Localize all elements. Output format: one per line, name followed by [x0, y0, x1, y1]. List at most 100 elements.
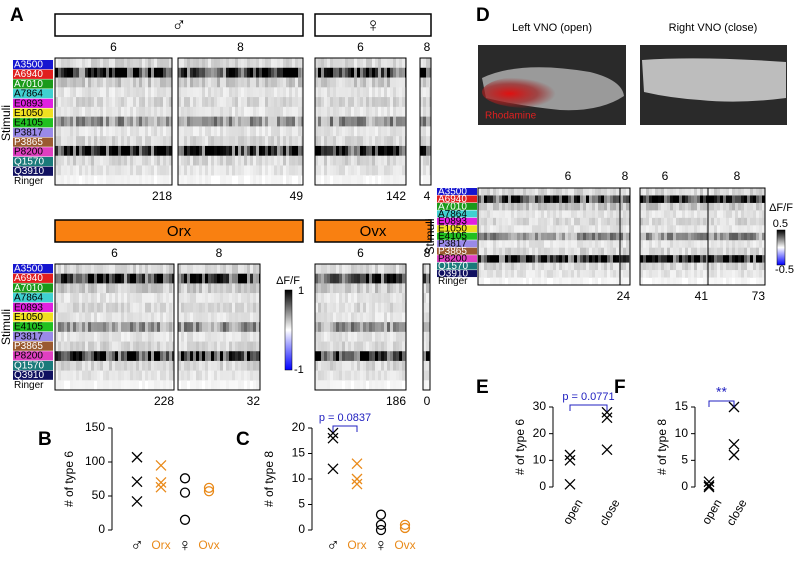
heatmap-cell: [283, 77, 286, 88]
heatmap-cell: [58, 264, 61, 274]
heatmap-cell: [277, 145, 280, 156]
heatmap-cell: [339, 97, 342, 108]
heatmap-cell: [616, 202, 619, 211]
heatmap-cell: [211, 360, 214, 371]
heatmap-cell: [667, 202, 670, 211]
heatmap-cell: [336, 155, 339, 166]
heatmap-cell: [345, 67, 348, 78]
heatmap-cell: [103, 331, 106, 342]
heatmap-cell: [357, 283, 360, 294]
heatmap-cell: [148, 155, 151, 166]
heatmap-cell: [372, 360, 375, 371]
heatmap-cell: [481, 270, 484, 278]
heatmap-cell: [586, 195, 589, 204]
heatmap-cell: [223, 302, 226, 313]
heatmap-cell: [151, 293, 154, 304]
heatmap-cell: [670, 195, 673, 204]
heatmap-cell: [250, 312, 253, 323]
heatmap-cell: [85, 302, 88, 313]
heatmap-cell: [354, 331, 357, 342]
heatmap-cell: [324, 312, 327, 323]
stimulus-label: E0893: [14, 302, 43, 313]
heatmap-cell: [324, 106, 327, 117]
heatmap-cell: [354, 351, 357, 362]
stimulus-swatch: [437, 210, 477, 218]
heatmap-cell: [381, 312, 384, 323]
heatmap-cell: [262, 87, 265, 98]
heatmap-cell: [336, 116, 339, 127]
heatmap-cell: [366, 293, 369, 304]
heatmap-cell: [256, 293, 259, 304]
heatmap-cell: [208, 273, 211, 284]
heatmap: [420, 58, 431, 186]
heatmap-cell: [381, 67, 384, 78]
heatmap-cell: [387, 155, 390, 166]
heatmap-cell: [160, 58, 163, 69]
heatmap-cell: [318, 312, 321, 323]
marker-x: [703, 476, 715, 488]
heatmap-cell: [396, 145, 399, 156]
heatmap-cell: [193, 293, 196, 304]
heatmap-cell: [181, 370, 184, 381]
heatmap-cell: [91, 126, 94, 137]
heatmap-cell: [70, 145, 73, 156]
heatmap-cell: [661, 210, 664, 219]
heatmap-cell: [762, 255, 765, 263]
heatmap-cell: [82, 283, 85, 294]
heatmap-cell: [741, 247, 744, 256]
heatmap-cell: [256, 58, 259, 69]
heatmap-cell: [580, 202, 583, 211]
heatmap-cell: [732, 210, 735, 219]
heatmap-cell: [487, 188, 490, 196]
heatmap-cell: [396, 264, 399, 274]
heatmap-cell: [100, 58, 103, 69]
heatmap-cell: [196, 126, 199, 137]
heatmap-cell: [172, 302, 174, 313]
heatmap-cell: [747, 262, 750, 271]
heatmap-cell: [169, 302, 172, 313]
heatmap-cell: [390, 370, 393, 381]
heatmap-cell: [553, 255, 556, 263]
heatmap-cell: [750, 240, 753, 248]
heatmap-cell: [289, 116, 292, 127]
heatmap-cell: [61, 360, 64, 371]
heatmap-cell: [691, 262, 694, 271]
heatmap-cell: [250, 145, 253, 156]
heatmap-cell: [339, 312, 342, 323]
heatmap-cell: [342, 165, 345, 176]
heatmap-cell: [67, 116, 70, 127]
heatmap-cell: [136, 165, 139, 176]
heatmap-cell: [741, 202, 744, 211]
heatmap-cell: [673, 240, 676, 248]
heatmap-cell: [226, 126, 229, 137]
heatmap-cell: [744, 277, 747, 286]
heatmap-cell: [250, 87, 253, 98]
heatmap-cell: [559, 255, 562, 263]
heatmap-cell: [351, 360, 354, 371]
heatmap-cell: [208, 106, 211, 117]
heatmap-cell: [184, 273, 187, 284]
heatmap-cell: [348, 97, 351, 108]
heatmap-cell: [580, 262, 583, 271]
heatmap-cell: [76, 126, 79, 137]
type-label: 6: [111, 246, 118, 260]
heatmap-cell: [402, 97, 405, 108]
heatmap-cell: [82, 87, 85, 98]
colorbar-label: ΔF/F: [769, 202, 793, 214]
heatmap-cell: [124, 293, 127, 304]
heatmap-cell: [399, 106, 402, 117]
heatmap-cell: [70, 155, 73, 166]
heatmap-cell: [301, 126, 303, 137]
heatmap-cell: [493, 188, 496, 196]
marker-x: [351, 478, 363, 490]
heatmap-cell: [235, 136, 238, 147]
heatmap-cell: [655, 240, 658, 248]
heatmap-cell: [339, 58, 342, 69]
heatmap-cell: [208, 341, 211, 352]
heatmap-cell: [277, 155, 280, 166]
heatmap-cell: [381, 360, 384, 371]
heatmap-cell: [321, 106, 324, 117]
heatmap-cell: [79, 331, 82, 342]
heatmap-cell: [106, 360, 109, 371]
heatmap-cell: [756, 188, 759, 196]
